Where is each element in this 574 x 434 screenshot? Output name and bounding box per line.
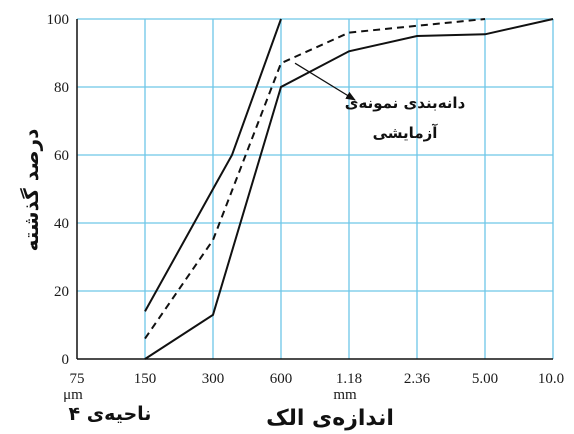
y-tick-label: 20 [54, 284, 69, 300]
y-tick-label: 0 [62, 352, 70, 368]
series-lines [144, 18, 554, 360]
x-tick-unit: μm [63, 387, 83, 403]
y-tick-label: 60 [54, 148, 69, 164]
x-tick-unit: mm [333, 387, 357, 403]
x-tick-label: 75 [70, 371, 85, 387]
x-tick-label: 10.0 [538, 371, 564, 387]
y-axis-label: درصد گذشته [19, 129, 43, 252]
grading-limit-line [144, 18, 554, 360]
grid [77, 18, 554, 359]
y-tick-label: 80 [54, 80, 69, 96]
x-tick-label: 1.18 [336, 371, 362, 387]
annotation-text: دانه‌بندی نمونه‌ی [345, 94, 466, 112]
x-tick-label: 2.36 [404, 371, 431, 387]
x-tick-label: 150 [134, 371, 157, 387]
grading-limit-line [144, 18, 282, 312]
axes [76, 19, 553, 360]
x-tick-label: 300 [202, 371, 225, 387]
sample-grading-line [144, 18, 486, 340]
annotation-text: آزمایشی [373, 124, 439, 142]
annotation-arrow [294, 62, 356, 101]
zone-label: ناحیه‌ی ۴ [69, 403, 152, 425]
x-tick-label: 5.00 [472, 371, 498, 387]
annotation: دانه‌بندی نمونه‌ی آزمایشی [294, 62, 466, 142]
y-tick-label: 40 [54, 216, 69, 232]
x-tick-label: 600 [270, 371, 293, 387]
x-axis-label: اندازه‌ی الک [266, 406, 394, 431]
y-tick-label: 100 [47, 12, 70, 28]
